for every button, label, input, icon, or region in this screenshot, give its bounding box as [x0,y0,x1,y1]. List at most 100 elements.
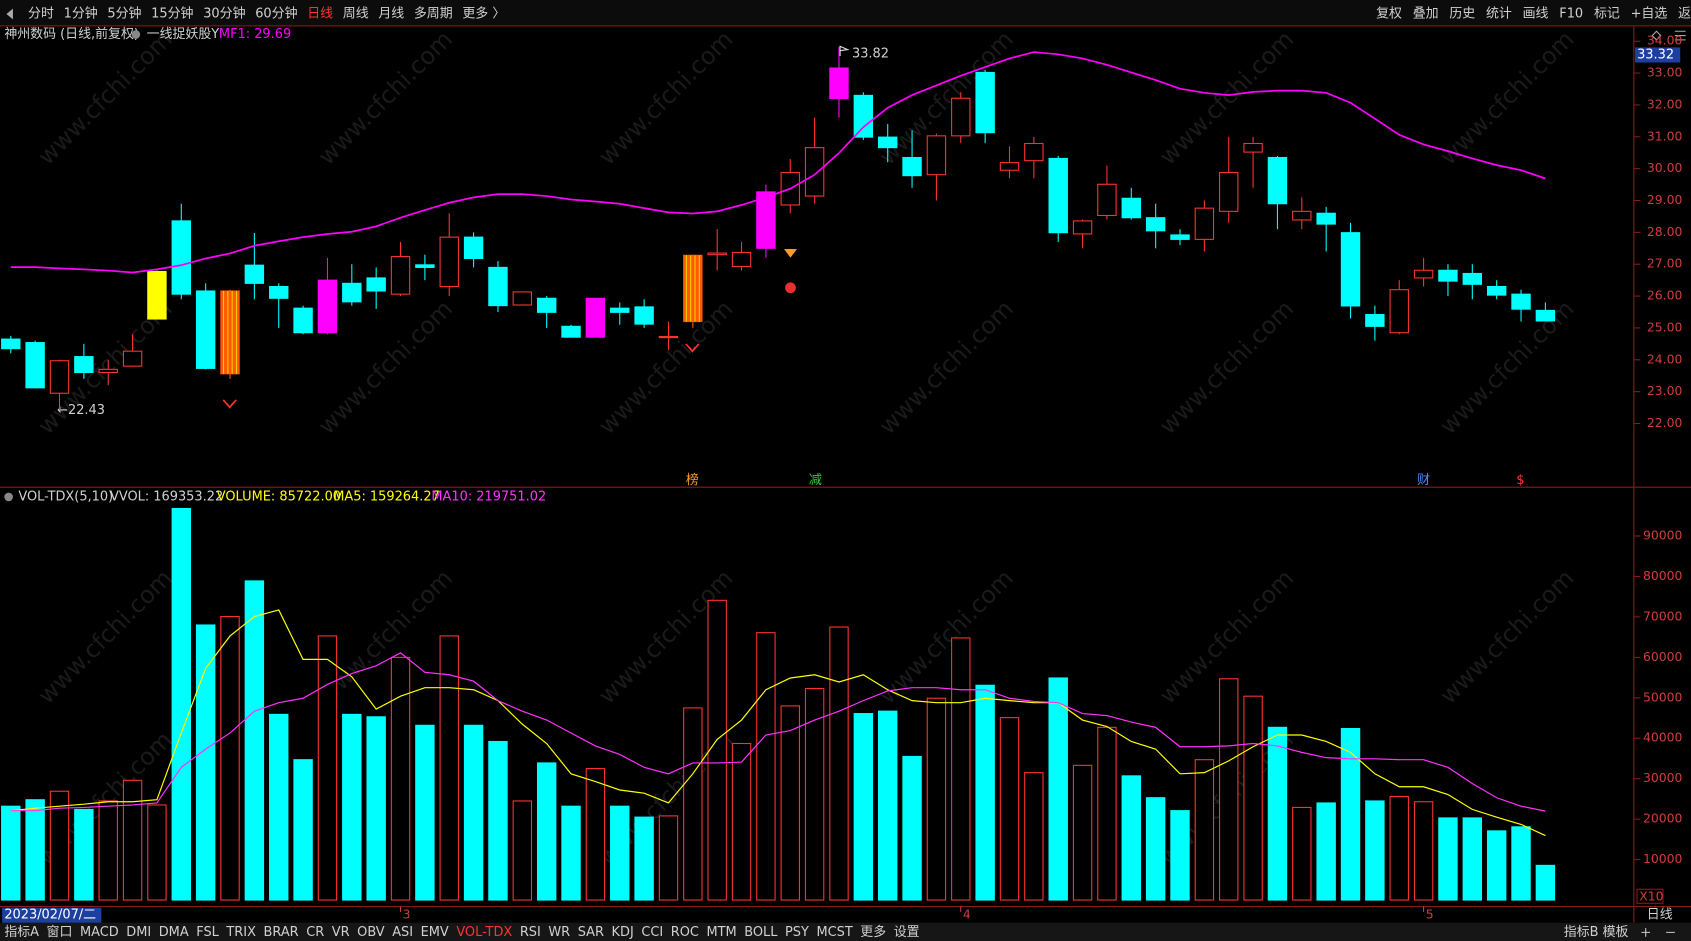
tab[interactable]: DMI [126,925,151,940]
volume-bar [1194,759,1215,901]
tab[interactable]: VOL-TDX [456,925,512,940]
tab[interactable]: 返回 [1678,7,1691,22]
tab[interactable]: MCST [816,925,852,940]
volume-bar [780,705,800,901]
tab[interactable]: 5分钟 [107,6,141,22]
y-tick-label: 24.00 [1647,351,1683,366]
tab[interactable]: 窗口 [47,924,73,940]
candle-body [1340,232,1361,307]
y-tick-label: 22.00 [1647,415,1683,430]
tab[interactable]: 标记 [1594,7,1620,22]
tab[interactable]: 模板 [1603,925,1629,940]
indicator-icon[interactable] [4,492,13,502]
volume-bar [1024,772,1044,901]
tab[interactable]: 指标B [1564,925,1599,940]
candle-body [122,350,143,367]
tab[interactable]: 60分钟 [255,6,297,22]
tab[interactable]: 月线 [378,7,404,22]
volume-bar [926,697,947,901]
tab[interactable]: +自选 [1631,7,1668,22]
candle-body [634,306,654,325]
tab[interactable]: 更多 〉 [462,7,505,22]
back-arrow[interactable] [6,8,13,20]
signal-icon [785,282,796,294]
candle-body [244,264,265,284]
indicator-name: 一线捉妖股Y [147,27,220,42]
signal-icon [784,248,797,258]
tab[interactable]: 1分钟 [64,6,98,22]
tab[interactable]: FSL [196,925,219,940]
y-tick-label: 90000 [1643,528,1683,543]
candle-body [1365,314,1385,327]
low-annotation: ←22.43 [57,403,105,418]
tab[interactable]: CCI [641,925,663,940]
tab[interactable]: 统计 [1486,7,1512,22]
tab[interactable]: KDJ [612,925,634,940]
tab[interactable]: 叠加 [1413,7,1439,22]
tab[interactable]: 画线 [1523,7,1549,22]
event-marker[interactable]: $ [1516,473,1524,488]
y-tick-label: 27.00 [1647,256,1683,271]
tab[interactable]: 历史 [1449,7,1475,22]
candle-body [951,97,971,137]
tab[interactable]: F10 [1559,7,1583,22]
tab[interactable]: 分时 [28,7,54,22]
tab[interactable]: 日线 [307,7,333,22]
tab[interactable]: BOLL [744,925,778,940]
tab[interactable]: ASI [392,925,413,940]
volume-bar [1243,695,1263,901]
candle-body [220,290,240,375]
tab[interactable]: VR [332,925,350,940]
volume-bar [877,710,898,901]
period-label: 日线 [1647,908,1673,923]
tab[interactable]: SAR [578,925,604,940]
indicator-icon[interactable] [131,30,141,39]
event-marker[interactable]: 榜 [686,472,699,488]
volume-bar [1340,728,1361,901]
tab[interactable]: MACD [80,925,119,940]
volume-bar [1535,864,1556,901]
tab[interactable]: WR [548,925,570,940]
tab[interactable]: ROC [671,925,699,940]
tab[interactable]: TRIX [225,925,256,940]
event-marker[interactable]: 减 [809,473,822,488]
volume-bar [366,716,386,901]
tab[interactable]: OBV [357,925,385,940]
tab[interactable]: BRAR [264,925,299,940]
volume-bar [439,635,459,901]
tab[interactable]: 30分钟 [203,6,245,22]
menu-icon[interactable] [1674,30,1686,41]
diamond-icon[interactable] [1651,30,1662,41]
y-tick-label: 50000 [1643,689,1683,704]
tab[interactable]: EMV [421,925,449,940]
candle-body [585,297,606,338]
tab[interactable]: 设置 [894,925,920,940]
volume-bar [122,779,143,901]
tab[interactable]: 更多 [860,925,886,940]
tab[interactable]: DMA [159,925,189,940]
volume-bar [25,799,45,901]
ma-line [10,609,1546,837]
y-tick-label: 30000 [1643,770,1683,785]
tab[interactable]: 周线 [343,7,369,22]
tab[interactable]: 指标A [4,925,39,940]
event-marker[interactable]: 财 [1417,473,1430,488]
y-tick-label: 32.00 [1647,96,1683,111]
tab[interactable]: CR [306,925,324,940]
volume-bar [463,724,484,901]
tab[interactable]: 复权 [1376,6,1402,22]
volume-bar [610,805,630,901]
x-tick-label: 4 [963,907,971,922]
volume-bar [804,687,825,901]
tab[interactable]: RSI [520,925,541,940]
volume-bar [731,742,752,901]
tab[interactable]: 多周期 [414,7,453,22]
period-tabs: 分时 1分钟 5分钟 15分钟 30分钟 60分钟 日线 周线 月线 多周期 更多 〉 [28,6,505,22]
zoom-icons[interactable] [1641,928,1675,937]
indicator-tabs: 指标A 窗口 MACD DMI DMA FSL TRIX BRAR CR VR OBV ASI EMV V… [4,924,919,940]
tab[interactable]: MTM [706,925,736,940]
tab[interactable]: PSY [785,925,809,940]
tab[interactable]: 15分钟 [151,6,193,22]
